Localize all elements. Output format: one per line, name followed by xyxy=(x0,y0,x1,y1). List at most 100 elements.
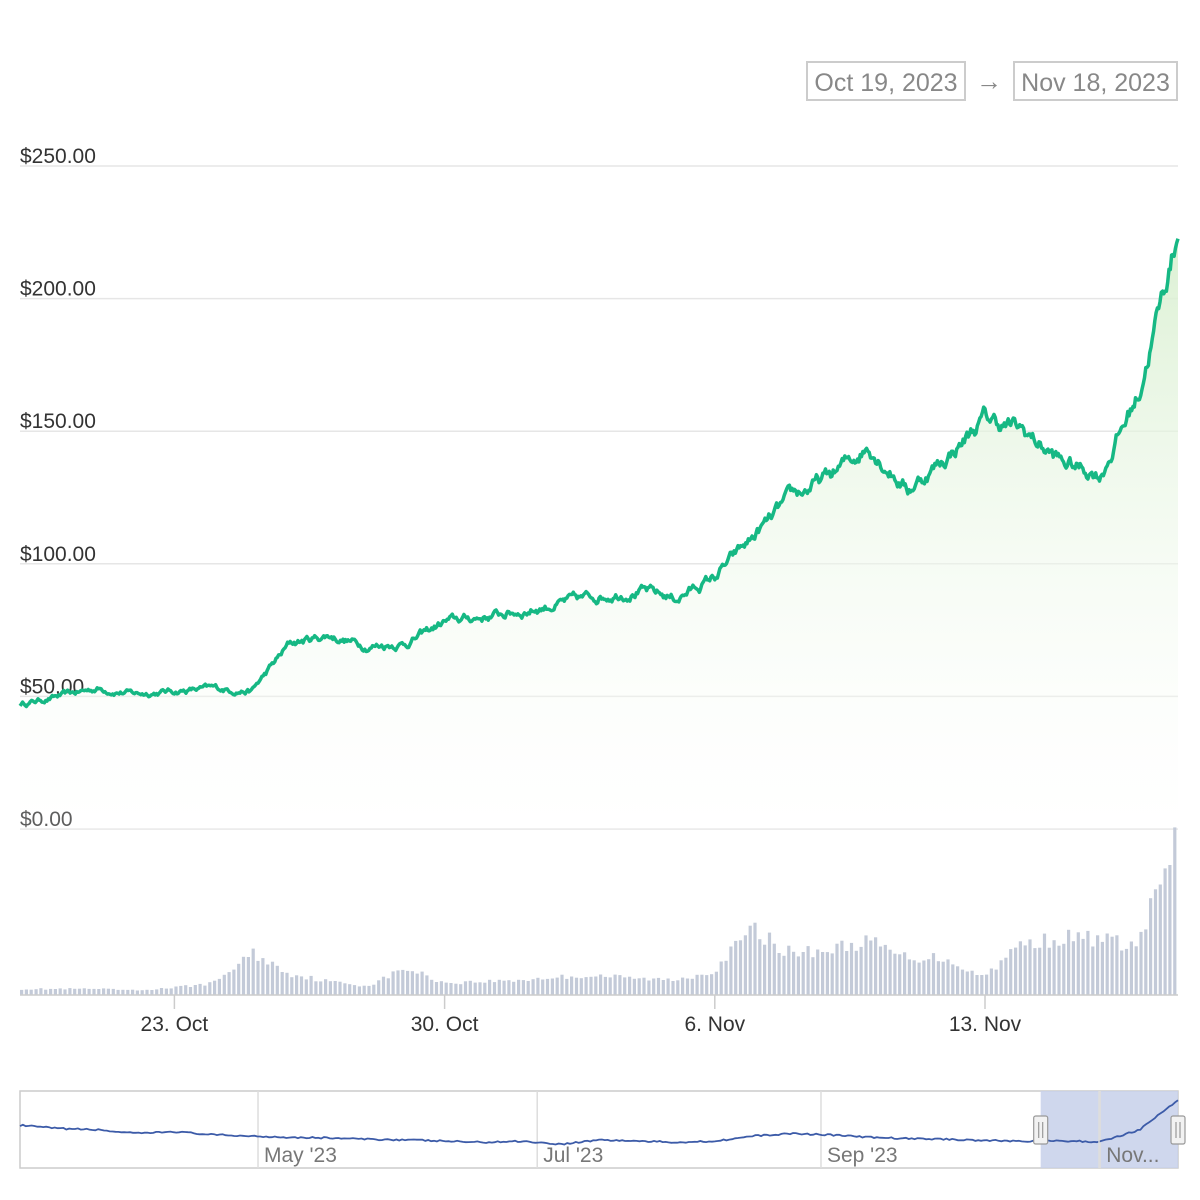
volume-bar xyxy=(811,957,815,995)
volume-bar xyxy=(555,977,559,995)
volume-bar xyxy=(830,953,834,995)
volume-bar xyxy=(155,989,159,995)
volume-bar xyxy=(835,943,839,995)
volume-bar xyxy=(227,972,231,995)
volume-bar xyxy=(632,978,636,995)
volume-bar xyxy=(1144,929,1148,995)
volume-bar xyxy=(1110,936,1114,995)
volume-bar xyxy=(623,977,627,995)
volume-bar xyxy=(401,969,405,995)
handle-body xyxy=(1033,1115,1049,1145)
volume-bar xyxy=(434,982,439,995)
y-tick-label: $200.00 xyxy=(20,278,96,301)
volume-bar xyxy=(574,977,579,995)
volume-bar xyxy=(343,983,347,995)
volume-bar xyxy=(1067,929,1071,995)
volume-bar xyxy=(613,974,617,995)
volume-bar xyxy=(738,940,743,995)
volume-bar xyxy=(729,946,733,995)
volume-bar xyxy=(169,988,173,995)
volume-bar xyxy=(676,980,680,995)
volume-bar xyxy=(295,975,299,995)
volume-bar xyxy=(299,976,304,995)
x-tick-label: 23. Oct xyxy=(141,1013,209,1036)
volume-bar xyxy=(44,989,48,995)
volume-bar xyxy=(685,978,690,995)
price-series-line xyxy=(18,238,1180,709)
volume-bar xyxy=(710,974,714,995)
navigator-series-line xyxy=(19,1099,1179,1146)
volume-bar xyxy=(420,971,424,995)
y-tick-label: $150.00 xyxy=(20,410,96,433)
volume-bar xyxy=(473,982,477,995)
volume-bar xyxy=(864,935,868,995)
volume-bar xyxy=(724,960,728,995)
volume-bar xyxy=(140,990,144,995)
volume-bar xyxy=(232,969,236,995)
volume-bar xyxy=(164,988,168,995)
volume-bar xyxy=(444,982,448,995)
volume-bar xyxy=(1052,940,1056,995)
navigator-left-handle[interactable] xyxy=(1033,1115,1049,1145)
volume-bar xyxy=(463,981,468,995)
volume-bar xyxy=(734,940,738,995)
navigator-tick-label: Sep '23 xyxy=(827,1144,898,1167)
navigator-selection xyxy=(1040,1091,1178,1168)
volume-bar xyxy=(545,978,550,995)
volume-bar xyxy=(1129,941,1133,995)
volume-bar xyxy=(806,946,810,995)
volume-bar xyxy=(58,988,62,995)
volume-bar xyxy=(960,969,965,995)
volume-bar xyxy=(285,972,289,995)
volume-bar xyxy=(560,974,564,995)
volume-bar xyxy=(854,950,858,995)
volume-bar xyxy=(840,940,844,995)
volume-bar xyxy=(261,958,265,995)
volume-bar xyxy=(1091,946,1095,995)
volume-bar xyxy=(570,976,574,995)
volume-bar xyxy=(517,979,521,995)
volume-bar xyxy=(714,971,718,995)
volume-bar xyxy=(1071,941,1075,995)
volume-bar xyxy=(589,976,593,995)
volume-bar xyxy=(922,960,926,995)
volume-bar xyxy=(415,973,419,995)
volume-bar xyxy=(994,969,998,995)
volume-bar xyxy=(1105,933,1109,995)
volume-bar xyxy=(787,945,791,995)
volume-bar xyxy=(965,971,969,995)
volume-bar xyxy=(541,979,545,995)
volume-bar xyxy=(550,978,554,995)
volume-bar xyxy=(521,980,525,995)
volume-bar xyxy=(763,944,767,995)
volume-bar xyxy=(24,989,28,995)
volume-bar xyxy=(280,972,284,995)
volume-bar xyxy=(999,960,1003,995)
volume-bar xyxy=(324,979,328,995)
volume-bar xyxy=(203,985,207,995)
price-area xyxy=(20,238,1178,829)
navigator-right-handle[interactable] xyxy=(1170,1115,1186,1145)
volume-bar xyxy=(381,976,386,995)
volume-bar xyxy=(184,985,188,995)
volume-bar xyxy=(478,982,482,995)
volume-bar xyxy=(565,978,569,995)
volume-bar xyxy=(941,961,945,995)
volume-bar xyxy=(73,988,77,995)
volume-bar xyxy=(878,946,883,995)
navigator[interactable]: May '23 Jul '23 Sep '23 Nov... xyxy=(19,1090,1186,1169)
volume-bar xyxy=(92,988,96,995)
volume-bar xyxy=(690,978,694,995)
x-tick-label: 30. Oct xyxy=(411,1013,479,1036)
range-from-input[interactable]: Oct 19, 2023 xyxy=(806,61,966,101)
navigator-frame xyxy=(19,1090,1179,1169)
range-to-input[interactable]: Nov 18, 2023 xyxy=(1013,61,1178,101)
volume-bar xyxy=(700,974,704,995)
volume-bar xyxy=(859,946,863,995)
volume-bar xyxy=(801,952,805,995)
volume-bar xyxy=(251,948,255,995)
volume-bar xyxy=(362,985,366,995)
volume-bar xyxy=(454,983,458,995)
volume-bar xyxy=(97,989,101,995)
